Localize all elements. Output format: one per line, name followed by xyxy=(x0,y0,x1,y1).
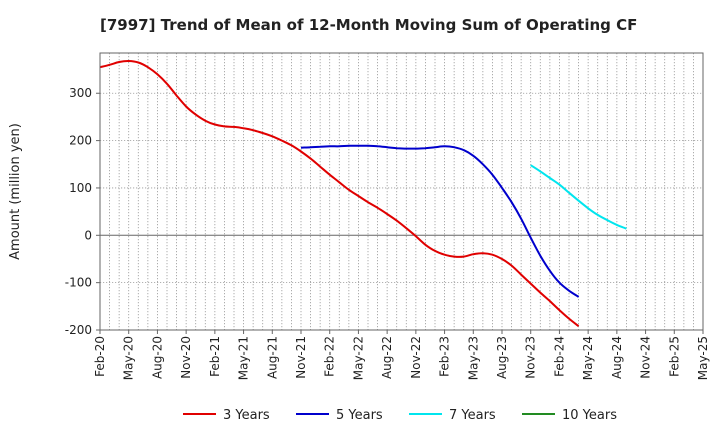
y-tick-label: -200 xyxy=(65,323,92,337)
legend: 3 Years 5 Years 7 Years 10 Years xyxy=(183,408,617,423)
x-tick-label: Feb-25 xyxy=(667,336,681,377)
x-tick-label: Feb-22 xyxy=(323,336,337,377)
series-line-7-years xyxy=(530,164,627,230)
x-tick-label: May-25 xyxy=(696,336,710,380)
x-tick-label: Aug-23 xyxy=(495,336,509,379)
x-tick-label: Nov-23 xyxy=(524,336,538,379)
x-tick-label: May-23 xyxy=(466,336,480,380)
y-axis-label: Amount (million yen) xyxy=(8,123,23,260)
x-tick-label: May-22 xyxy=(351,336,365,380)
x-tick-label: Nov-22 xyxy=(409,336,423,379)
series-line-5-years xyxy=(300,144,580,298)
x-tick-label: Nov-21 xyxy=(294,336,308,379)
chart-title: [7997] Trend of Mean of 12-Month Moving … xyxy=(100,16,637,34)
legend-label-5-years: 5 Years xyxy=(336,408,383,423)
legend-label-7-years: 7 Years xyxy=(449,408,496,423)
y-tick-label: -100 xyxy=(65,276,92,290)
x-tick-label: Aug-20 xyxy=(150,336,164,379)
x-tick-label: Feb-23 xyxy=(438,336,452,377)
y-tick-label: 0 xyxy=(84,228,92,242)
x-tick-label: Feb-24 xyxy=(552,336,566,377)
x-tick-label: Feb-20 xyxy=(93,336,107,377)
x-tick-label: Aug-24 xyxy=(610,336,624,379)
x-tick-label: May-20 xyxy=(122,336,136,380)
x-tick-label: Nov-20 xyxy=(179,336,193,379)
series-line-3-years xyxy=(99,60,580,327)
y-tick-label: 300 xyxy=(69,86,92,100)
y-tick-label: 200 xyxy=(69,134,92,148)
x-axis: Feb-20 May-20 Aug-20 Nov-20 Feb-21 May-21 Aug-… xyxy=(93,330,710,380)
x-tick-label: Feb-21 xyxy=(208,336,222,377)
legend-label-10-years: 10 Years xyxy=(562,408,617,423)
x-tick-label: May-24 xyxy=(581,336,595,380)
series-lines xyxy=(99,60,627,327)
y-axis: -200 -100 0 100 200 300 xyxy=(65,86,100,337)
plot-area xyxy=(99,52,704,331)
y-tick-label: 100 xyxy=(69,181,92,195)
x-tick-label: Aug-22 xyxy=(380,336,394,379)
legend-label-3-years: 3 Years xyxy=(223,408,270,423)
grid xyxy=(100,53,703,331)
x-tick-label: Nov-24 xyxy=(639,336,653,379)
x-tick-label: Aug-21 xyxy=(265,336,279,379)
x-tick-label: May-21 xyxy=(237,336,251,380)
